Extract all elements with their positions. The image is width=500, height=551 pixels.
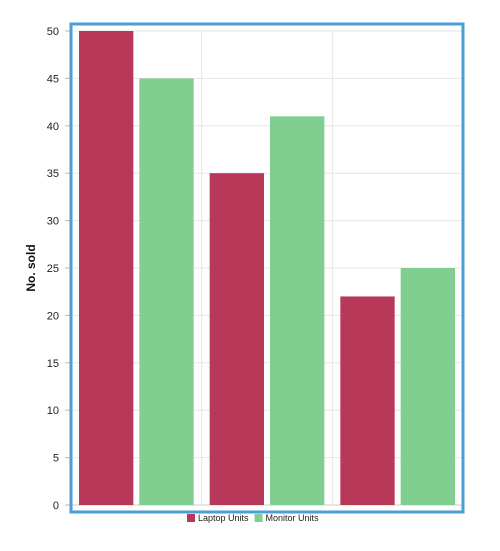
bar-laptop-units[interactable] (209, 173, 264, 505)
legend-label: Monitor Units (266, 513, 320, 523)
y-tick-label: 30 (47, 216, 59, 228)
y-tick-label: 20 (47, 310, 59, 322)
y-tick-label: 0 (53, 500, 59, 512)
bar-laptop-units[interactable] (340, 296, 395, 505)
legend-swatch (254, 514, 263, 522)
legend-item-laptop-units[interactable]: Laptop Units (187, 513, 249, 523)
y-tick-label: 15 (47, 358, 59, 370)
legend-swatch (187, 514, 195, 522)
y-tick-label: 45 (47, 73, 59, 85)
y-tick-label: 50 (47, 26, 59, 38)
y-axis-title: No. sold (24, 244, 38, 291)
y-tick-label: 35 (47, 168, 59, 180)
chart-selection-frame[interactable] (69, 22, 465, 514)
y-tick-label: 25 (47, 263, 59, 275)
legend-item-monitor-units[interactable]: Monitor Units (254, 513, 320, 523)
y-tick-label: 40 (47, 121, 59, 133)
bar-laptop-units[interactable] (79, 31, 134, 505)
bar-monitor-units[interactable] (139, 78, 194, 506)
axes: 0 5 10 15 20 25 30 35 40 45 50 (47, 26, 463, 512)
bar-monitor-units[interactable] (400, 268, 455, 505)
y-tick-label: 10 (47, 405, 59, 417)
bar-monitor-units[interactable] (270, 116, 325, 505)
bars (79, 31, 455, 506)
legend-label: Laptop Units (198, 513, 249, 523)
legend[interactable]: Laptop Units Monitor Units (187, 513, 319, 523)
y-tick-label: 5 (53, 453, 59, 465)
